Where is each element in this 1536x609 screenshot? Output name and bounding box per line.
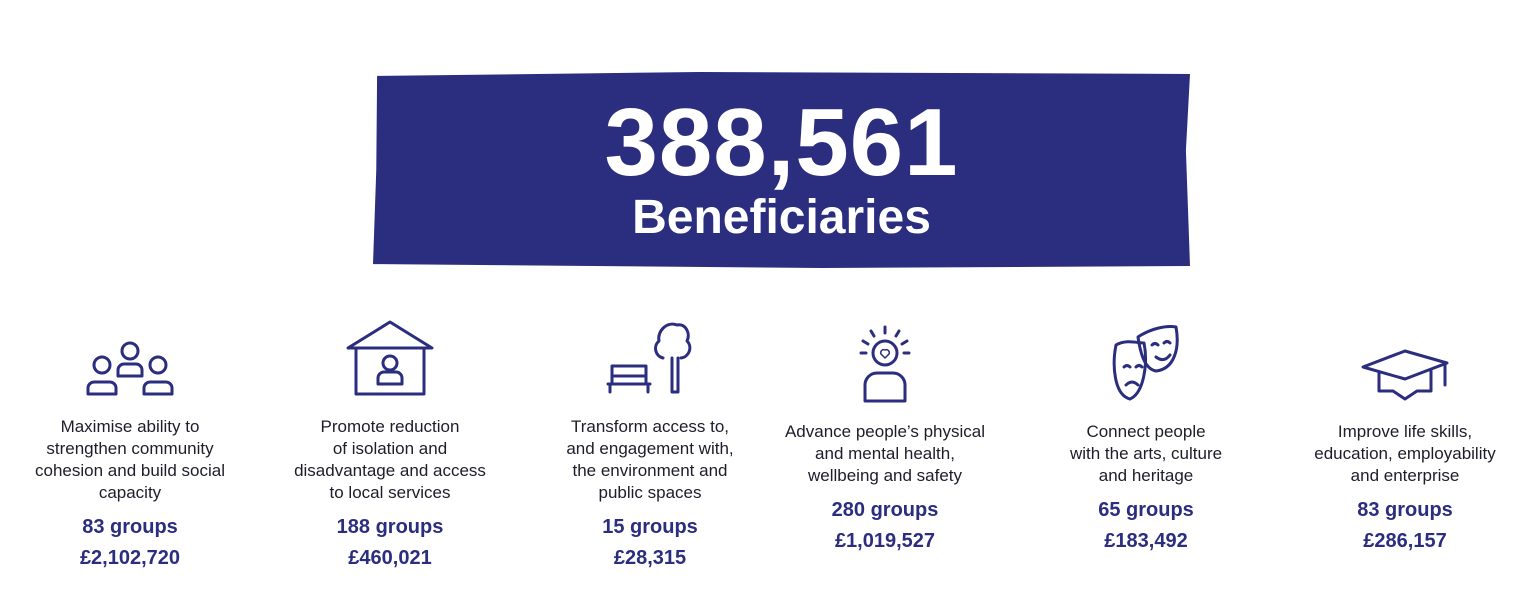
outcome-amount: £460,021 — [348, 547, 432, 569]
outcome-groups: 15 groups — [602, 516, 698, 538]
outcome-groups: 83 groups — [82, 516, 178, 538]
outcome-description: Maximise ability to strengthen community… — [35, 417, 225, 502]
theatre-masks-icon — [1112, 325, 1179, 401]
outcome-description: Transform access to, and engagement with… — [566, 417, 734, 502]
people-group-icon — [86, 341, 174, 396]
outcome-description: Improve life skills, education, employab… — [1314, 422, 1496, 485]
outcome-groups: 65 groups — [1098, 499, 1194, 521]
outcome-isolation: Promote reduction of isolation and disad… — [270, 318, 510, 570]
outcome-environment: Transform access to, and engagement with… — [530, 318, 770, 570]
outcome-amount: £28,315 — [613, 547, 687, 569]
outcome-amount: £183,492 — [1104, 530, 1188, 552]
outcome-amount: £1,019,527 — [834, 530, 936, 552]
outcome-description: Connect people with the arts, culture an… — [1069, 422, 1223, 485]
person-heart-icon — [859, 325, 911, 403]
outcome-groups: 188 groups — [336, 516, 444, 538]
outcome-description: Advance people’s physical and mental hea… — [784, 422, 986, 485]
headline-banner — [373, 72, 1190, 268]
beneficiaries-count: 388,561 — [604, 89, 959, 196]
house-person-icon — [346, 320, 434, 396]
outcome-skills: Improve life skills, education, employab… — [1285, 323, 1525, 553]
outcome-groups: 280 groups — [831, 499, 939, 521]
bench-tree-icon — [606, 322, 692, 394]
outcome-amount: £2,102,720 — [79, 547, 181, 569]
graduation-cap-icon — [1361, 349, 1449, 401]
outcome-arts: Connect people with the arts, culture an… — [1026, 323, 1266, 553]
outcome-amount: £286,157 — [1363, 530, 1447, 552]
outcome-health: Advance people’s physical and mental hea… — [765, 323, 1005, 553]
outcome-community: Maximise ability to strengthen community… — [10, 338, 250, 570]
outcome-groups: 83 groups — [1357, 499, 1453, 521]
beneficiaries-label: Beneficiaries — [632, 191, 931, 244]
outcome-description: Promote reduction of isolation and disad… — [294, 417, 486, 502]
